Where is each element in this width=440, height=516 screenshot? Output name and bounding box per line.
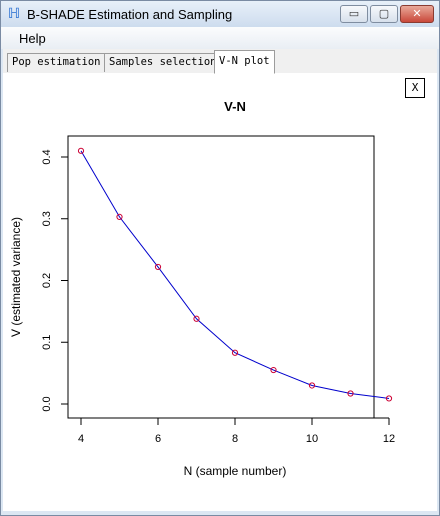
y-axis: 0.0 0.1 0.2 0.3 0.4 [41, 149, 69, 412]
y-tick-label: 0.2 [41, 273, 53, 288]
app-logo-icon: ℍ [7, 6, 21, 22]
maximize-button[interactable]: ▢ [370, 5, 398, 23]
data-point [231, 349, 239, 356]
window-title: B-SHADE Estimation and Sampling [27, 7, 233, 22]
client-area: Pop estimation Samples selection V-N plo… [3, 49, 437, 511]
minimize-icon: ▭ [348, 7, 360, 20]
vn-chart: V-N 4 6 8 10 12 0.0 0.1 0.2 0.3 0.4 N (sample nu… [9, 99, 395, 478]
minimize-button[interactable]: ▭ [340, 5, 368, 23]
data-point [154, 263, 162, 271]
data-point [308, 382, 316, 389]
data-point [270, 366, 277, 374]
tab-bar: Pop estimation Samples selection V-N plo… [3, 49, 437, 74]
vn-plot-panel: X V-N 4 6 8 10 12 0.0 0.1 0.2 0.3 0.4 N (sample … [3, 73, 437, 511]
x-axis-label: N (sample number) [184, 464, 287, 478]
data-point [77, 147, 85, 154]
x-tick-label: 12 [383, 433, 395, 445]
y-tick-label: 0.1 [41, 335, 53, 350]
tab-vn-plot[interactable]: V-N plot [214, 50, 275, 74]
x-tick-label: 8 [232, 433, 238, 445]
y-axis-label: V (estimated variance) [9, 217, 23, 337]
data-point [347, 390, 354, 397]
tab-samples-selection[interactable]: Samples selection [104, 53, 222, 72]
x-tick-label: 4 [78, 433, 84, 445]
close-icon: ✕ [412, 7, 422, 20]
close-window-button[interactable]: ✕ [400, 5, 434, 23]
data-point [385, 395, 393, 402]
menu-bar: Help [1, 27, 439, 49]
plot-frame [67, 135, 375, 419]
y-tick-label: 0.0 [41, 396, 53, 411]
title-bar[interactable]: ℍ B-SHADE Estimation and Sampling ▭ ▢ ✕ [1, 1, 439, 27]
series-vn [77, 147, 393, 402]
maximize-icon: ▢ [378, 7, 390, 20]
x-axis: 4 6 8 10 12 [78, 417, 395, 445]
chart-title: V-N [224, 99, 246, 114]
close-plot-button[interactable]: X [405, 78, 425, 98]
data-point [116, 213, 123, 220]
tab-pop-estimation[interactable]: Pop estimation [7, 53, 106, 72]
x-tick-label: 10 [306, 433, 318, 445]
x-tick-label: 6 [155, 433, 161, 445]
data-point [193, 315, 200, 322]
y-tick-label: 0.4 [41, 149, 53, 164]
y-tick-label: 0.3 [41, 211, 53, 226]
menu-item-help[interactable]: Help [19, 31, 46, 46]
series-line [80, 150, 390, 399]
